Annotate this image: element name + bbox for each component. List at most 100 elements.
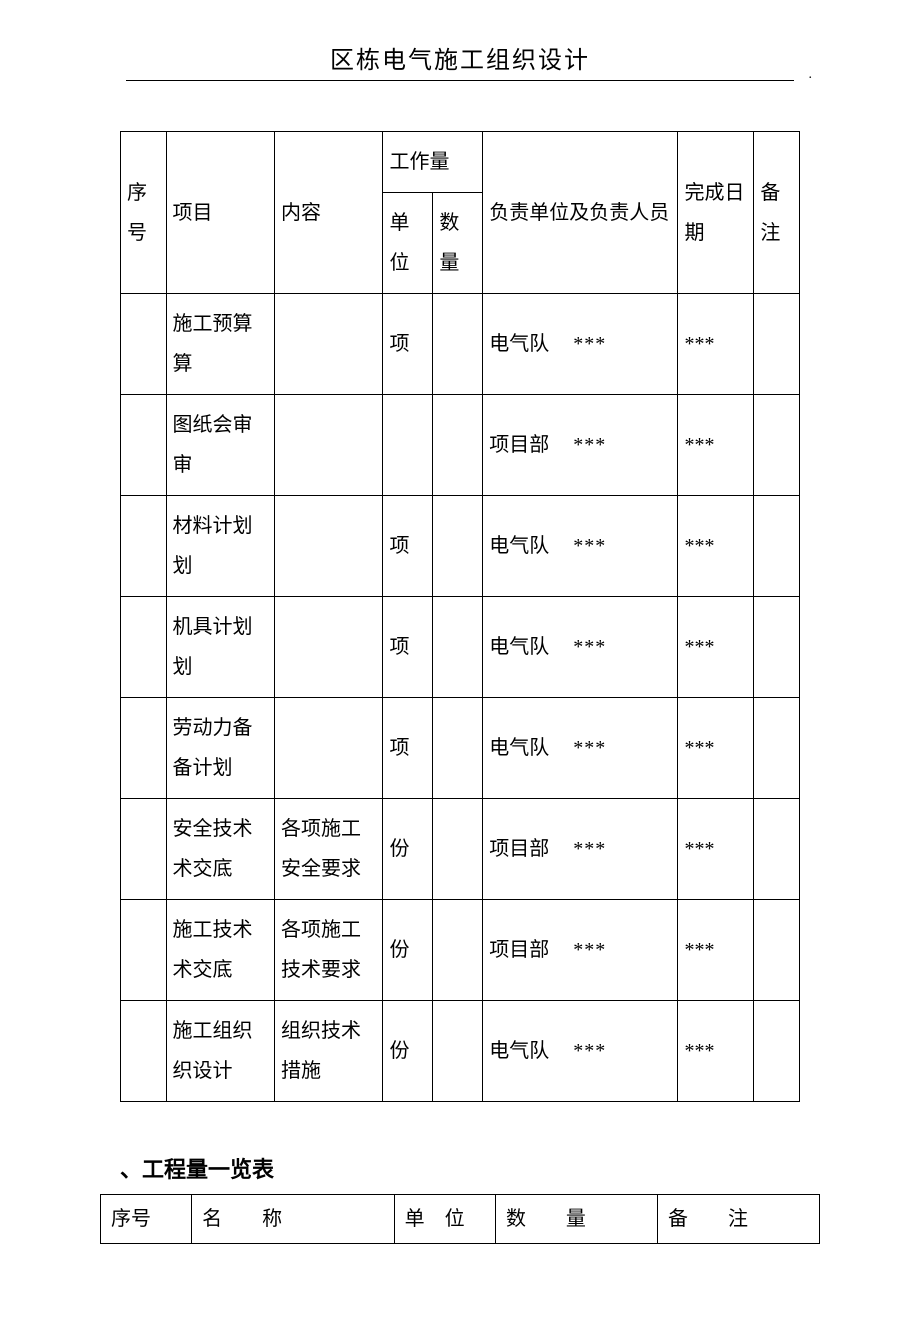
cell-responsible: 电气队*** (483, 1001, 678, 1102)
header-qty: 数量 (433, 193, 483, 294)
resp-unit: 电气队 (489, 324, 549, 364)
table-row: 机具计划划项电气队****** (121, 597, 800, 698)
cell-note (754, 698, 800, 799)
sub-header-qty: 数 量 (495, 1195, 657, 1244)
cell-content (275, 597, 383, 698)
cell-project: 劳动力备备计划 (166, 698, 274, 799)
resp-person: *** (573, 425, 606, 465)
cell-seq (121, 698, 167, 799)
main-table: 序号 项目 内容 工作量 负责单位及负责人员 完成日期 备注 单位 数量 施工预… (120, 131, 800, 1102)
table-row: 安全技术术交底各项施工安全要求份 项目部 *** *** (121, 799, 800, 900)
cell-content: 各项施工技术要求 (275, 900, 383, 1001)
table-row: 材料计划划 项电气队****** (121, 496, 800, 597)
page: 区栋电气施工组织设计 . 序号 项目 内容 工作量 负责单位及负责人员 完成日期… (0, 0, 920, 1324)
resp-person: *** (573, 526, 606, 566)
cell-responsible: 项目部 *** (483, 799, 678, 900)
header-project: 项目 (166, 132, 274, 294)
cell-responsible: 项目部 *** (483, 900, 678, 1001)
sub-header-unit: 单 位 (394, 1195, 495, 1244)
underline-main (326, 80, 594, 81)
cell-note (754, 496, 800, 597)
underline-right (594, 80, 794, 81)
cell-seq (121, 294, 167, 395)
header-responsible: 负责单位及负责人员 (483, 132, 678, 294)
resp-person: *** (573, 829, 606, 869)
resp-unit: 电气队 (489, 627, 549, 667)
cell-project: 材料计划划 (166, 496, 274, 597)
cell-unit: 份 (383, 1001, 433, 1102)
resp-unit: 项目部 (489, 829, 549, 869)
table-row: 劳动力备备计划 项电气队****** (121, 698, 800, 799)
cell-content (275, 395, 383, 496)
table-row: 施工预算算 项电气队****** (121, 294, 800, 395)
cell-project: 施工预算算 (166, 294, 274, 395)
header-unit: 单位 (383, 193, 433, 294)
cell-unit: 份 (383, 799, 433, 900)
cell-seq (121, 496, 167, 597)
cell-qty (433, 597, 483, 698)
cell-date: *** (678, 698, 754, 799)
sub-header-seq: 序号 (101, 1195, 192, 1244)
cell-unit: 项 (383, 496, 433, 597)
cell-note (754, 395, 800, 496)
title-wrap: 区栋电气施工组织设计 . (0, 40, 920, 81)
page-title-text: 区栋电气施工组织设计 (330, 48, 590, 74)
cell-responsible: 电气队 *** (483, 597, 678, 698)
cell-date: *** (678, 496, 754, 597)
cell-qty (433, 900, 483, 1001)
sub-table: 序号 名 称 单 位 数 量 备 注 (100, 1194, 820, 1244)
cell-qty (433, 799, 483, 900)
header-seq: 序号 (121, 132, 167, 294)
cell-seq (121, 900, 167, 1001)
cell-content (275, 294, 383, 395)
cell-unit: 项 (383, 698, 433, 799)
cell-responsible: 项目部 *** (483, 395, 678, 496)
cell-date: *** (678, 799, 754, 900)
cell-seq (121, 1001, 167, 1102)
cell-responsible: 电气队*** (483, 698, 678, 799)
table-row: 图纸会审审 项目部 ****** (121, 395, 800, 496)
cell-qty (433, 496, 483, 597)
cell-qty (433, 1001, 483, 1102)
cell-project: 图纸会审审 (166, 395, 274, 496)
cell-responsible: 电气队*** (483, 496, 678, 597)
cell-content: 各项施工安全要求 (275, 799, 383, 900)
main-table-body: 施工预算算项电气队******图纸会审审项目部******材料计划划项电气队**… (121, 294, 800, 1102)
cell-project: 施工组织织设计 (166, 1001, 274, 1102)
cell-qty (433, 294, 483, 395)
sub-header-name: 名 称 (192, 1195, 395, 1244)
sub-header-note: 备 注 (657, 1195, 819, 1244)
cell-date: *** (678, 597, 754, 698)
cell-qty (433, 395, 483, 496)
cell-note (754, 294, 800, 395)
cell-unit: 项 (383, 294, 433, 395)
cell-date: *** (678, 294, 754, 395)
resp-person: *** (573, 627, 606, 667)
header-date: 完成日期 (678, 132, 754, 294)
cell-content: 组织技术措施 (275, 1001, 383, 1102)
resp-unit: 项目部 (489, 425, 549, 465)
table-row: 施工组织织设计组织技术措施份电气队****** (121, 1001, 800, 1102)
cell-qty (433, 698, 483, 799)
section-label: 、工程量一览表 (120, 1152, 800, 1184)
dot-right: . (809, 67, 815, 83)
resp-person: *** (573, 930, 606, 970)
table-header-row-1: 序号 项目 内容 工作量 负责单位及负责人员 完成日期 备注 (121, 132, 800, 193)
cell-content (275, 496, 383, 597)
cell-seq (121, 597, 167, 698)
cell-unit: 项 (383, 597, 433, 698)
header-workload: 工作量 (383, 132, 483, 193)
cell-project: 安全技术术交底 (166, 799, 274, 900)
resp-unit: 项目部 (489, 930, 549, 970)
cell-content (275, 698, 383, 799)
cell-note (754, 900, 800, 1001)
page-title: 区栋电气施工组织设计 . (326, 40, 594, 81)
table-row: 施工技术术交底各项施工技术要求份项目部****** (121, 900, 800, 1001)
resp-unit: 电气队 (489, 1031, 549, 1071)
cell-seq (121, 395, 167, 496)
cell-note (754, 597, 800, 698)
cell-date: *** (678, 1001, 754, 1102)
resp-person: *** (573, 728, 606, 768)
cell-unit (383, 395, 433, 496)
cell-responsible: 电气队*** (483, 294, 678, 395)
